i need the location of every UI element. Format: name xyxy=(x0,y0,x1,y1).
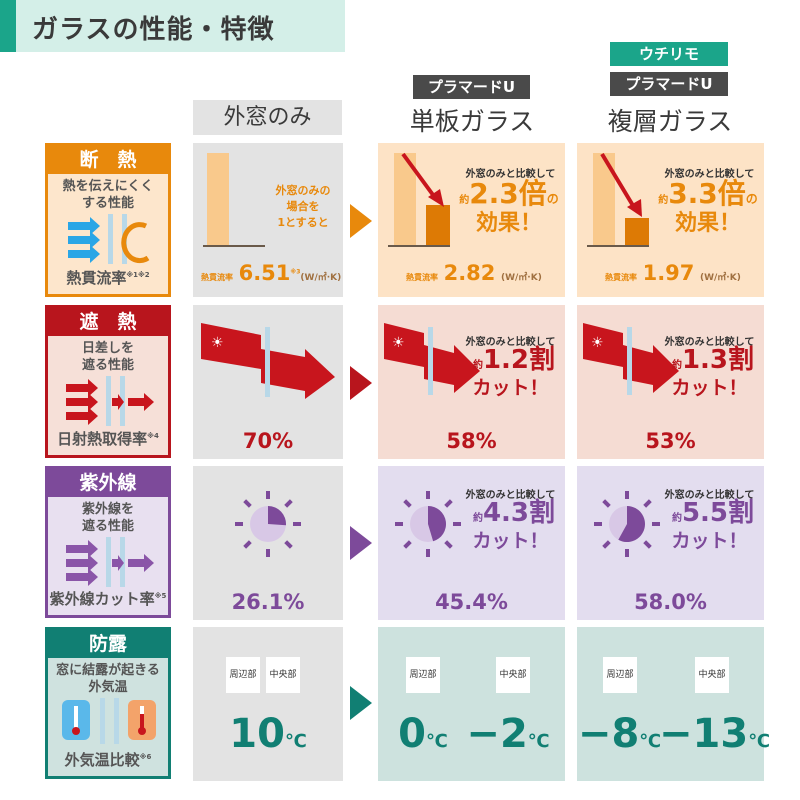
insulation-double-cell: 外窓のみと比較して 約3.3倍の 効果！ 熱貫流率 1.97 (W/㎡·K) xyxy=(577,143,764,297)
uv-sun-icon xyxy=(395,491,461,557)
thermometer-icon xyxy=(62,698,156,744)
svg-text:☀: ☀ xyxy=(211,335,224,351)
category-head: 遮 熱 xyxy=(48,308,168,336)
dew-double-center-value: −13℃ xyxy=(659,711,770,757)
category-desc: 紫外線を xyxy=(81,502,134,517)
title-accent xyxy=(0,0,16,52)
column-single: 単板ガラス xyxy=(409,107,535,136)
uchirimo-tag: ウチリモ xyxy=(610,42,728,66)
arrow-right-icon xyxy=(350,686,372,720)
uv-single-value: 45.4% xyxy=(435,590,508,614)
category-head: 断 熱 xyxy=(48,146,168,174)
uv-arrows-icon xyxy=(66,537,154,587)
insulation-outer-value: 熱貫流率 6.51※3(W/㎡·K) xyxy=(201,261,342,285)
solar-double-cell: ☀ 外窓のみと比較して 約1.3割 カット！ 53% xyxy=(577,305,764,459)
solar-single-cell: ☀ 外窓のみと比較して 約1.2割 カット！ 58% xyxy=(378,305,565,459)
column-double: 複層ガラス xyxy=(607,107,733,136)
dew-single-cell: 周辺部 中央部 0℃ −2℃ xyxy=(378,627,565,781)
edge-label: 周辺部 xyxy=(603,657,637,693)
category-insulation: 断 熱 熱を伝えにくく する性能 熱貫流率※1※2 xyxy=(45,143,171,297)
category-desc: 遮る性能 xyxy=(81,519,134,534)
single-tag: プラマードU xyxy=(413,75,530,99)
solar-double-value: 53% xyxy=(645,429,696,453)
category-uv: 紫外線 紫外線を 遮る性能 紫外線カット率※5 xyxy=(45,466,171,618)
title-bar xyxy=(0,0,345,52)
dew-outer-value: 10℃ xyxy=(229,711,307,757)
solar-outer-cell: ☀ 70% xyxy=(193,305,343,459)
category-metric: 外気温比較※6 xyxy=(64,751,152,769)
dew-single-edge-value: 0℃ xyxy=(398,711,448,757)
center-label: 中央部 xyxy=(266,657,300,693)
dew-single-center-value: −2℃ xyxy=(466,711,550,757)
insulation-outer-cell: 外窓のみの 場合を 1とすると 熱貫流率 6.51※3(W/㎡·K) xyxy=(193,143,343,297)
category-metric: 日射熱取得率※4 xyxy=(57,430,159,448)
insulation-single-cell: 外窓のみと比較して 約2.3倍の 効果！ 熱貫流率 2.82 (W/㎡·K) xyxy=(378,143,565,297)
uv-sun-icon xyxy=(235,491,301,557)
center-label: 中央部 xyxy=(695,657,729,693)
arrow-right-icon xyxy=(350,366,372,400)
category-dew: 防露 窓に結露が起きる 外気温 外気温比較※6 xyxy=(45,627,171,779)
category-desc: 日差しを xyxy=(81,341,134,356)
uv-double-value: 58.0% xyxy=(634,590,707,614)
category-head: 防露 xyxy=(48,630,168,658)
uv-sun-icon xyxy=(594,491,660,557)
category-desc: 外気温 xyxy=(88,680,128,695)
category-desc: する性能 xyxy=(81,196,134,211)
dew-outer-cell: 周辺部 中央部 10℃ xyxy=(193,627,343,781)
category-metric: 紫外線カット率※5 xyxy=(49,590,167,608)
center-label: 中央部 xyxy=(496,657,530,693)
edge-label: 周辺部 xyxy=(226,657,260,693)
arrow-right-icon xyxy=(350,526,372,560)
solar-single-value: 58% xyxy=(446,429,497,453)
edge-label: 周辺部 xyxy=(406,657,440,693)
svg-text:☀: ☀ xyxy=(591,335,604,351)
uv-single-cell: 外窓のみと比較して 約4.3割 カット！ 45.4% xyxy=(378,466,565,620)
solar-outer-value: 70% xyxy=(242,429,294,453)
svg-text:☀: ☀ xyxy=(392,335,405,351)
solar-arrows-icon xyxy=(66,376,154,426)
category-desc: 窓に結露が起きる xyxy=(56,663,160,678)
category-metric: 熱貫流率※1※2 xyxy=(66,269,150,287)
column-outer-only: 外窓のみ xyxy=(193,100,342,135)
uv-double-cell: 外窓のみと比較して 約5.5割 カット！ 58.0% xyxy=(577,466,764,620)
category-solar: 遮 熱 日差しを 遮る性能 日射熱取得率※4 xyxy=(45,305,171,458)
page-title: ガラスの性能・特徴 xyxy=(32,15,275,45)
dew-double-cell: 周辺部 中央部 −8℃ −13℃ xyxy=(577,627,770,781)
double-tag: プラマードU xyxy=(610,72,728,96)
category-desc: 熱を伝えにくく xyxy=(62,179,154,194)
uv-outer-value: 26.1% xyxy=(231,590,305,614)
category-desc: 遮る性能 xyxy=(81,358,134,373)
uv-outer-cell: 26.1% xyxy=(193,466,343,620)
heat-flow-icon xyxy=(68,214,150,264)
category-head: 紫外線 xyxy=(48,469,168,497)
dew-double-edge-value: −8℃ xyxy=(577,711,662,757)
arrow-right-icon xyxy=(350,204,372,238)
